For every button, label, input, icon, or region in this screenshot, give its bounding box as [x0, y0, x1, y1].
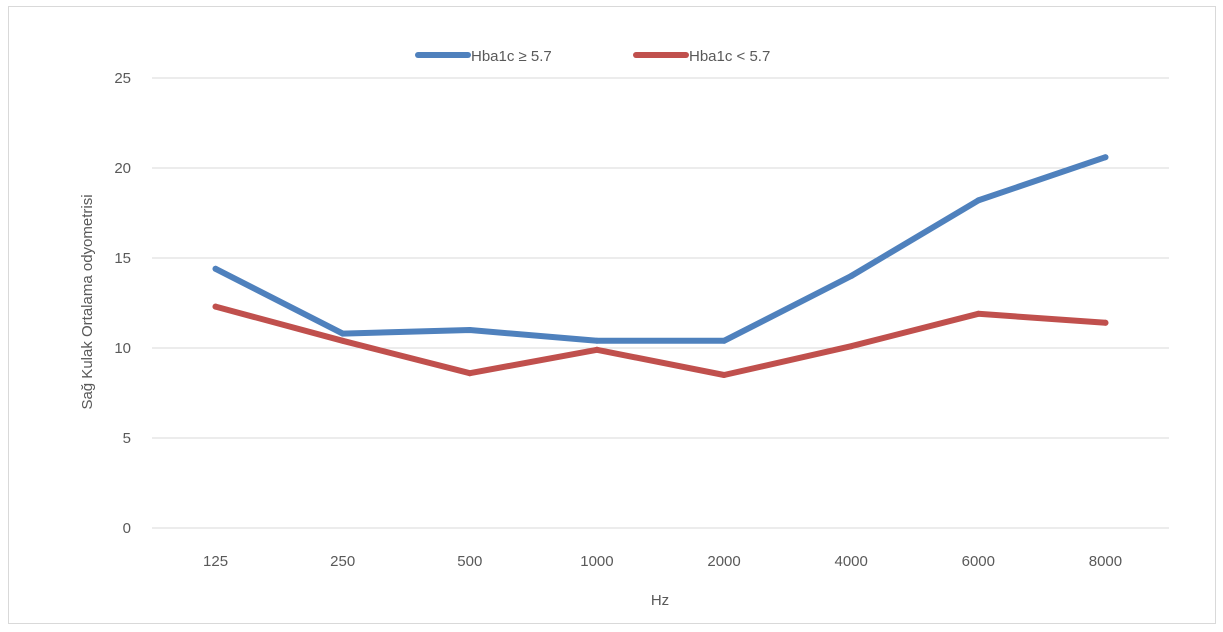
- y-tick-label: 20: [114, 160, 131, 177]
- y-tick-label: 0: [123, 520, 131, 537]
- data-point-series-0: [975, 197, 982, 204]
- x-tick-label: 125: [203, 553, 228, 570]
- data-point-series-1: [721, 372, 728, 378]
- x-tick-label: 500: [457, 553, 482, 570]
- legend-label-series-0: Hba1c ≥ 5.7: [471, 48, 552, 65]
- data-point-series-0: [1102, 154, 1109, 161]
- legend-label-series-1: Hba1c < 5.7: [689, 48, 770, 65]
- y-axis-title: Sağ Kulak Ortalama odyometrisi: [79, 194, 96, 409]
- x-tick-label: 4000: [835, 553, 868, 570]
- data-point-series-1: [339, 337, 346, 344]
- x-tick-label: 1000: [580, 553, 613, 570]
- x-axis-ticks: 125 250 500 1000 2000 4000 6000 8000: [203, 553, 1122, 570]
- data-point-series-0: [848, 273, 855, 279]
- y-tick-label: 10: [114, 340, 131, 357]
- gridlines: [152, 77, 1169, 529]
- y-tick-label: 25: [114, 70, 131, 87]
- series-line-0: [212, 154, 1109, 344]
- y-tick-label: 15: [114, 250, 131, 267]
- legend: Hba1c ≥ 5.7 Hba1c < 5.7: [415, 48, 770, 65]
- data-point-series-1: [593, 346, 600, 353]
- data-point-series-1: [1102, 319, 1109, 326]
- series-line-1: [212, 303, 1109, 378]
- x-tick-label: 8000: [1089, 553, 1122, 570]
- data-point-series-1: [212, 303, 219, 310]
- data-point-series-0: [466, 327, 473, 333]
- x-tick-label: 250: [330, 553, 355, 570]
- data-point-series-0: [212, 265, 219, 272]
- data-point-series-0: [593, 337, 600, 344]
- data-point-series-1: [848, 343, 855, 350]
- y-tick-label: 5: [123, 430, 131, 447]
- data-point-series-0: [339, 330, 346, 337]
- x-tick-label: 6000: [962, 553, 995, 570]
- data-point-series-1: [466, 370, 473, 377]
- x-tick-label: 2000: [707, 553, 740, 570]
- y-axis-ticks: 0 5 10 15 20 25: [114, 70, 131, 537]
- x-axis-title: Hz: [651, 592, 669, 609]
- series-lines: [212, 154, 1109, 378]
- data-point-series-0: [721, 337, 728, 344]
- data-point-series-1: [975, 310, 982, 317]
